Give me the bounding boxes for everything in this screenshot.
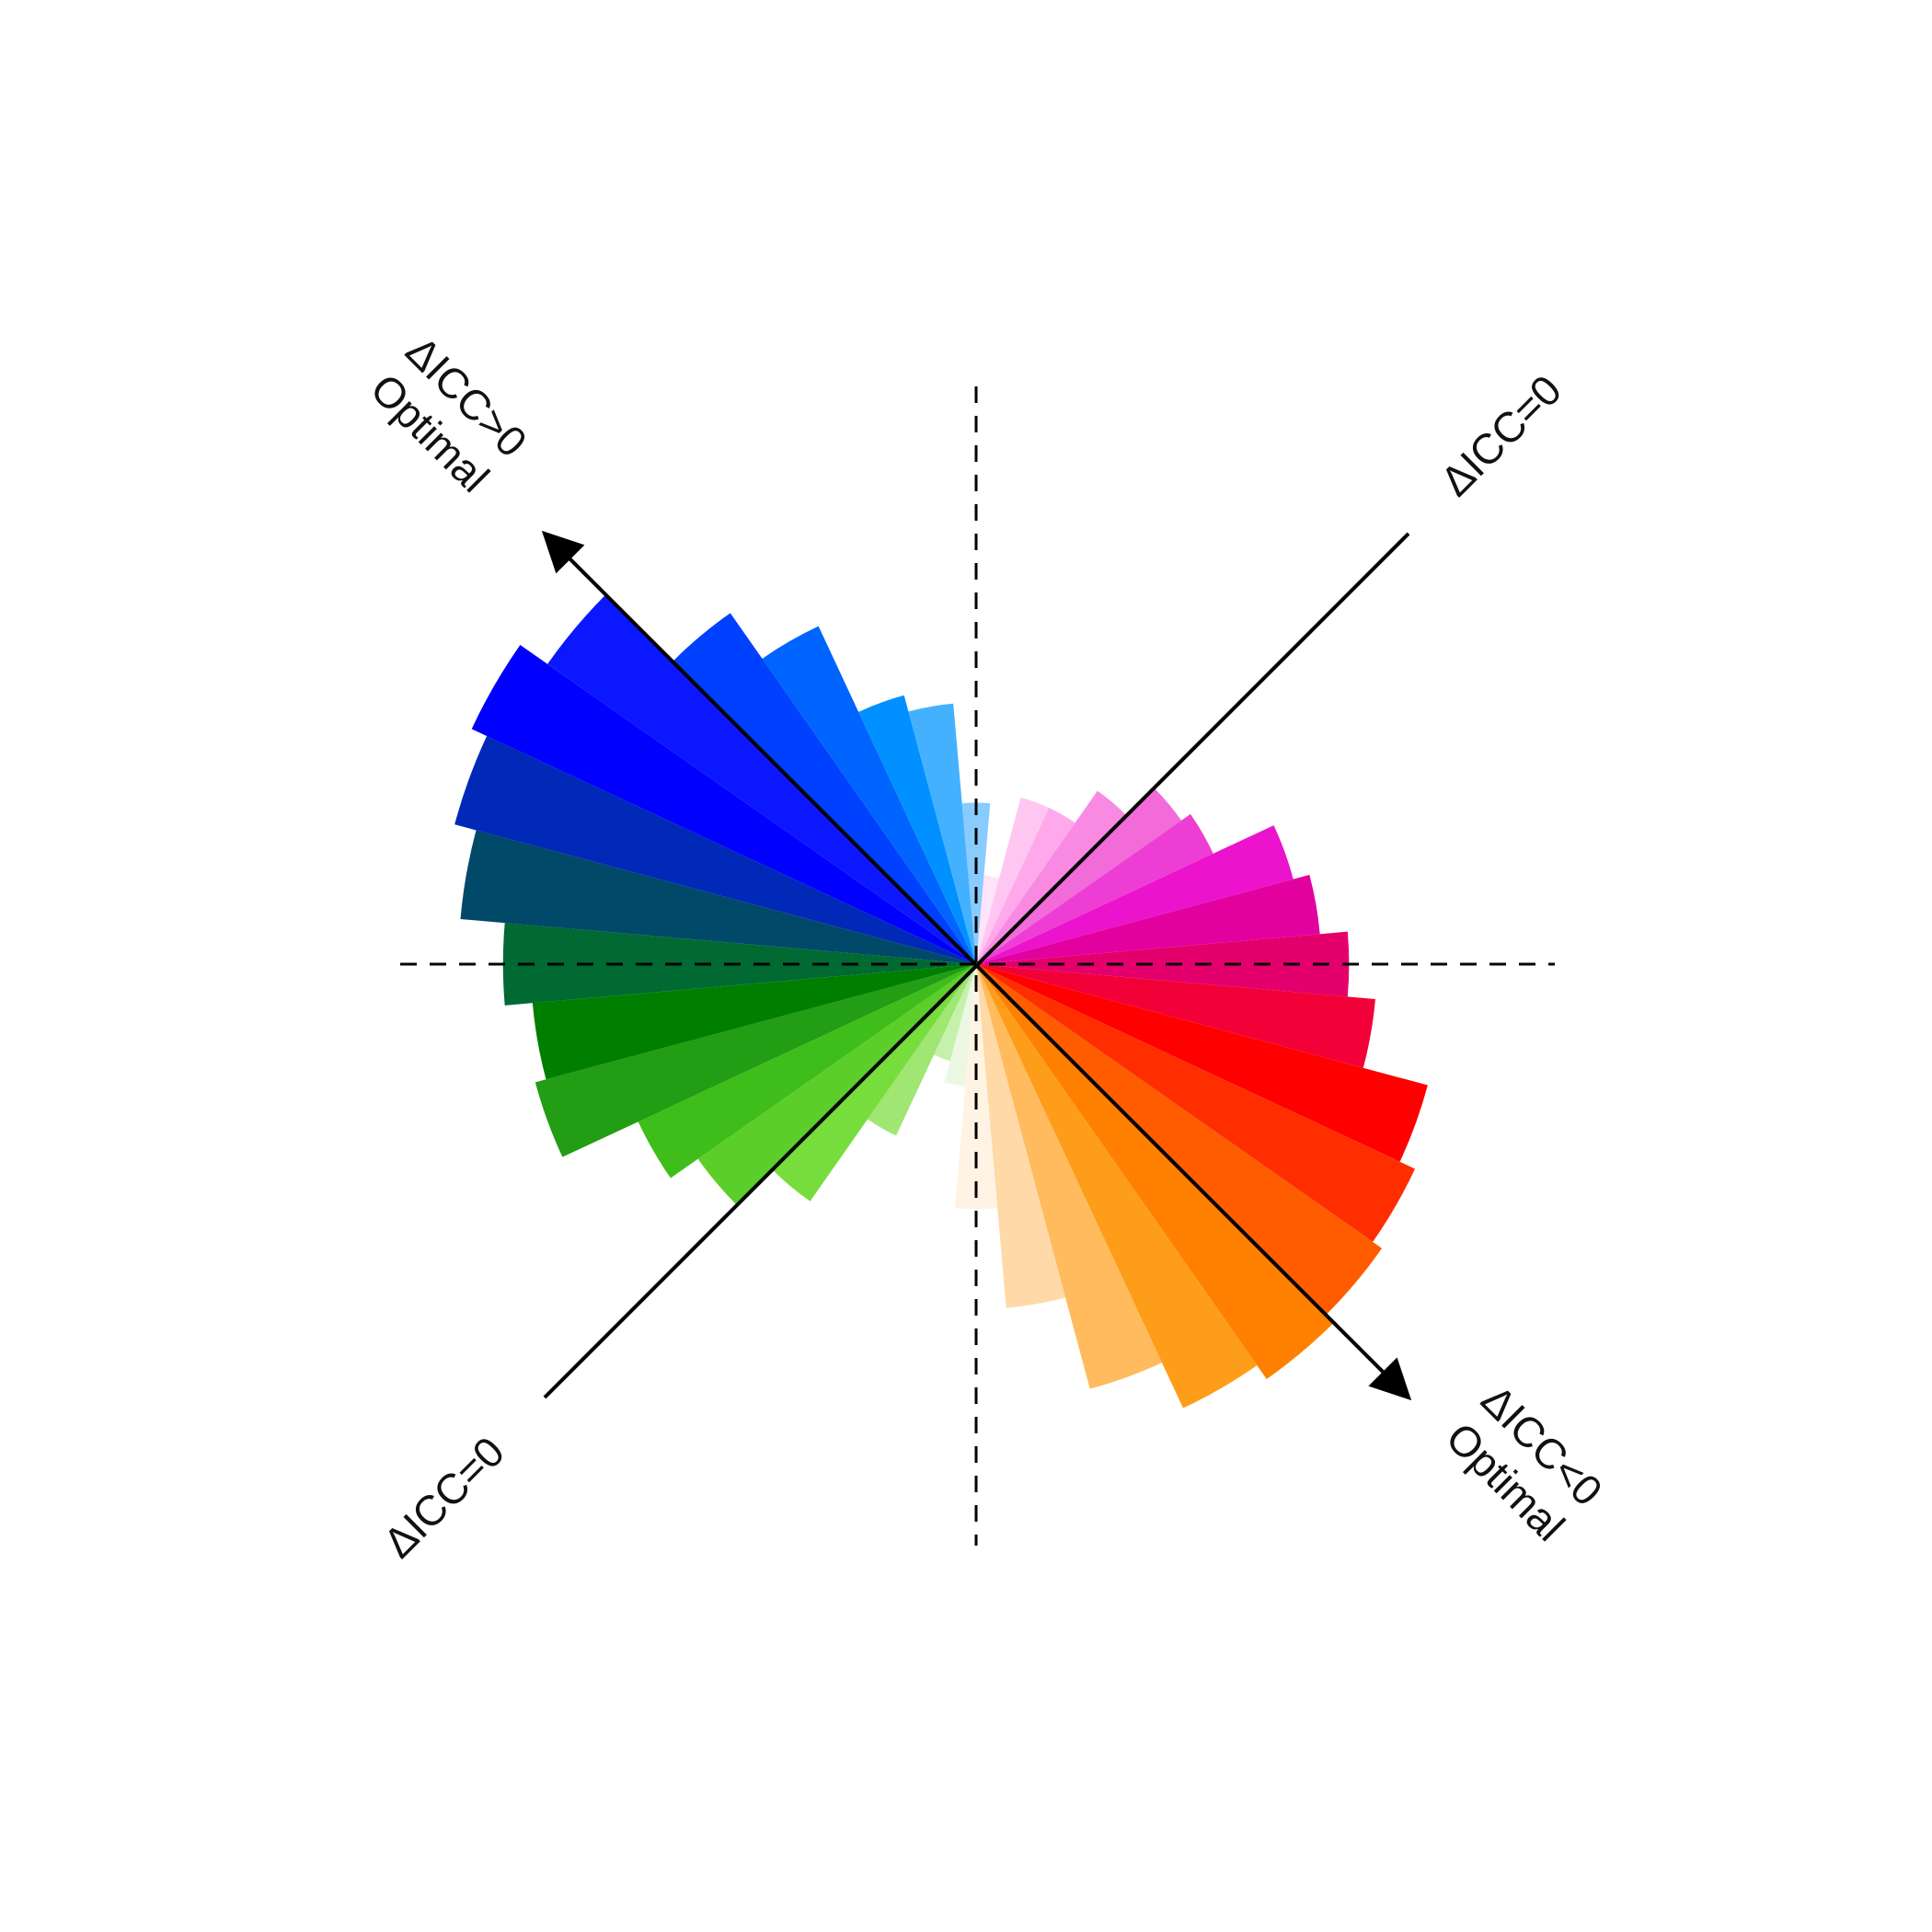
top-right-label-text: ΔICC=0 bbox=[1431, 365, 1570, 505]
optimal-direction-arrow bbox=[541, 530, 1412, 1401]
top-left-label: ΔICC>0 Optimal bbox=[362, 327, 536, 501]
bottom-left-label-text: ΔICC=0 bbox=[374, 1427, 513, 1567]
bottom-right-label: ΔICC<0 Optimal bbox=[1437, 1375, 1612, 1550]
bottom-left-label: ΔICC=0 bbox=[374, 1427, 513, 1567]
top-right-label: ΔICC=0 bbox=[1431, 365, 1570, 505]
